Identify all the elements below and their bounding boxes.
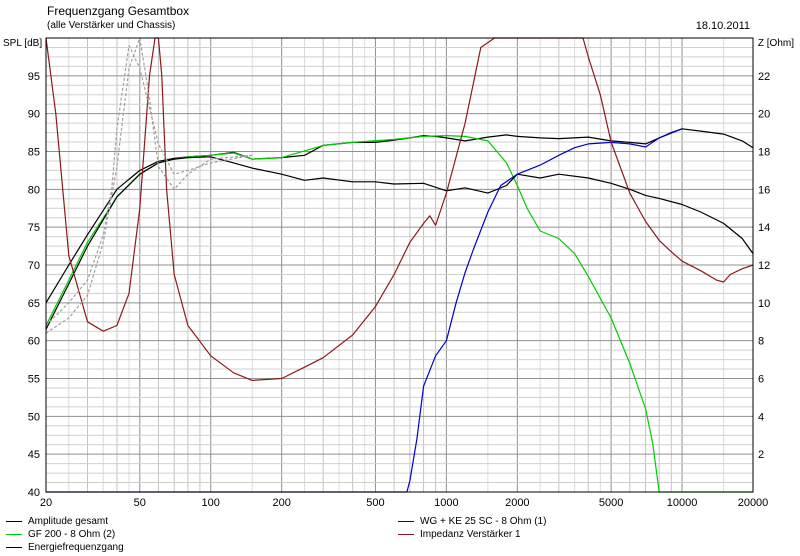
legend-swatch-energie bbox=[6, 546, 22, 548]
y2-tick-label: 10 bbox=[758, 298, 770, 310]
legend-label: WG + KE 25 SC - 8 Ohm (1) bbox=[420, 516, 547, 527]
legend-swatch-amplitude bbox=[6, 520, 22, 522]
y-tick-label: 60 bbox=[28, 336, 40, 348]
legend-item-gf200: GF 200 - 8 Ohm (2) bbox=[6, 529, 115, 541]
grid bbox=[45, 37, 754, 493]
legend-label: Impedanz Verstärker 1 bbox=[420, 529, 521, 540]
series-line-impedanz-verst-rker-1 bbox=[45, 37, 754, 381]
y-tick-label: 40 bbox=[28, 487, 40, 499]
series-line-dashed-6 bbox=[45, 44, 253, 326]
chart-date: 18.10.2011 bbox=[695, 20, 750, 32]
x-tick-label: 2000 bbox=[505, 497, 529, 509]
tick-labels: 20 50 100 200 500 1000 2000 5000 10000 2000040455… bbox=[28, 71, 771, 509]
y-tick-label: 75 bbox=[28, 222, 40, 234]
y2-tick-label: 6 bbox=[758, 374, 764, 386]
y2-tick-label: 2 bbox=[758, 449, 764, 461]
legend-swatch-wg bbox=[398, 520, 414, 522]
y2-tick-label: 22 bbox=[758, 71, 770, 83]
y2-tick-label: 12 bbox=[758, 260, 770, 272]
legend-label: Amplitude gesamt bbox=[28, 516, 109, 527]
y-tick-label: 70 bbox=[28, 260, 40, 272]
x-tick-label: 50 bbox=[134, 497, 146, 509]
x-tick-label: 200 bbox=[272, 497, 290, 509]
y-tick-label: 95 bbox=[28, 71, 40, 83]
x-tick-label: 1000 bbox=[434, 497, 458, 509]
x-tick-label: 100 bbox=[202, 497, 220, 509]
y2-tick-label: 18 bbox=[758, 147, 770, 159]
y-axis-left-label: SPL [dB] bbox=[3, 38, 43, 49]
legend-swatch-impedanz bbox=[398, 533, 414, 535]
legend-item-wg-ke25sc: WG + KE 25 SC - 8 Ohm (1) bbox=[398, 516, 546, 528]
y-tick-label: 55 bbox=[28, 374, 40, 386]
plot-frame bbox=[45, 37, 754, 493]
y2-tick-label: 20 bbox=[758, 109, 770, 121]
y2-tick-label: 8 bbox=[758, 336, 764, 348]
legend-label: GF 200 - 8 Ohm (2) bbox=[28, 529, 116, 540]
y-tick-label: 45 bbox=[28, 449, 40, 461]
y2-tick-label: 4 bbox=[758, 411, 764, 423]
x-tick-label: 20000 bbox=[738, 497, 769, 509]
chart-subtitle: (alle Verstärker und Chassis) bbox=[47, 20, 176, 31]
legend-item-impedanz: Impedanz Verstärker 1 bbox=[398, 529, 521, 541]
y2-tick-label: 14 bbox=[758, 222, 770, 234]
y-tick-label: 85 bbox=[28, 147, 40, 159]
y-tick-label: 50 bbox=[28, 411, 40, 423]
legend-swatch-gf200 bbox=[6, 533, 22, 535]
series-line-wg-ke-25-sc-8-ohm-1 bbox=[46, 128, 683, 493]
series-line-amplitude-gesamt bbox=[45, 128, 754, 304]
legend-item-energiefrequenzgang: Energiefrequenzgang bbox=[6, 542, 124, 554]
x-tick-label: 5000 bbox=[599, 497, 623, 509]
y2-tick-label: 16 bbox=[758, 184, 770, 196]
y-tick-label: 90 bbox=[28, 109, 40, 121]
series-line-energiefrequenzgang bbox=[45, 156, 754, 330]
legend-label: Energiefrequenzgang bbox=[28, 542, 124, 553]
chart-title: Frequenzgang Gesamtbox bbox=[47, 4, 190, 18]
x-tick-label: 500 bbox=[366, 497, 384, 509]
x-tick-label: 10000 bbox=[667, 497, 698, 509]
y-tick-label: 65 bbox=[28, 298, 40, 310]
legend-item-amplitude-gesamt: Amplitude gesamt bbox=[6, 516, 108, 528]
x-tick-label: 20 bbox=[40, 497, 52, 509]
y-axis-right-label: Z [Ohm] bbox=[757, 38, 794, 49]
y-tick-label: 80 bbox=[28, 184, 40, 196]
